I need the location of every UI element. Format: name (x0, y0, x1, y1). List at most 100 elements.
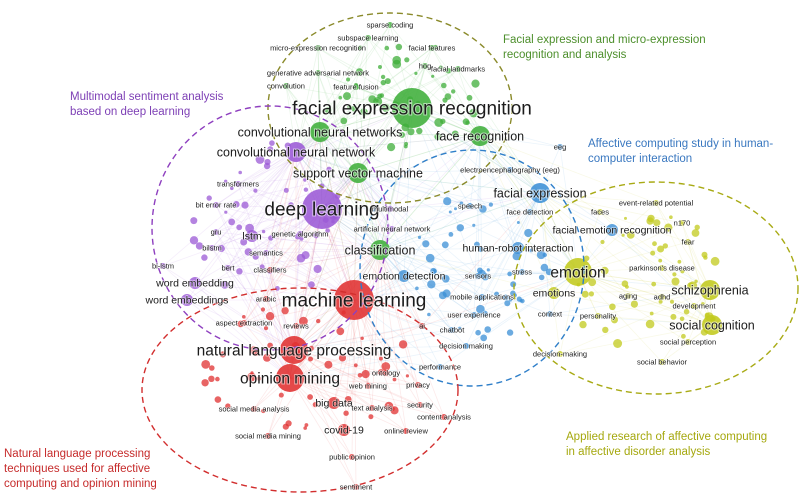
node-word-embeddings[interactable] (181, 294, 193, 306)
term-label-semantics: semantics (249, 249, 283, 258)
node-online-review[interactable] (403, 428, 409, 434)
node-decision-making[interactable] (463, 343, 469, 349)
node-deep-learning[interactable] (302, 189, 342, 229)
node-schizophrenia[interactable] (700, 280, 720, 300)
node-web-mining[interactable] (365, 383, 371, 389)
node-transformers[interactable] (235, 181, 241, 187)
node-speech[interactable] (467, 203, 473, 209)
node-aging[interactable] (625, 293, 631, 299)
node-facial-landmarks[interactable] (455, 66, 461, 72)
node-personality[interactable] (595, 313, 601, 319)
node-mobile-applications[interactable] (479, 294, 485, 300)
node-word-embedding[interactable] (189, 277, 201, 289)
node-security[interactable] (417, 402, 423, 408)
node-electroencephalography-eeg-[interactable] (507, 167, 513, 173)
node-artificial-neural-network[interactable] (389, 226, 395, 232)
link-328 (379, 249, 555, 294)
node-multimodal[interactable] (387, 206, 393, 212)
node-arabic[interactable] (263, 296, 269, 302)
dot-blue-52 (504, 300, 511, 307)
node-facial-emotion-recognition[interactable] (606, 224, 618, 236)
node-hog[interactable] (422, 63, 428, 69)
node-reviews[interactable] (293, 323, 299, 329)
node-covid-19[interactable] (338, 424, 350, 436)
dot-purple-36 (241, 201, 249, 209)
node-natural-language-processing[interactable] (280, 336, 308, 364)
node-sparse-coding[interactable] (387, 22, 393, 28)
node-face-recognition[interactable] (470, 126, 490, 146)
node-eeg[interactable] (557, 144, 563, 150)
link-10 (319, 131, 381, 251)
node-privacy[interactable] (415, 382, 421, 388)
node-bert[interactable] (225, 265, 231, 271)
node-development[interactable] (691, 303, 697, 309)
dot-red-20 (285, 420, 292, 427)
node-genetic-algorithm[interactable] (297, 231, 303, 237)
node-sensors[interactable] (475, 273, 481, 279)
node-facial-expression[interactable] (530, 183, 550, 203)
node-emotions[interactable] (548, 287, 560, 299)
node-gru[interactable] (213, 229, 219, 235)
node-bit-error-rate[interactable] (213, 202, 219, 208)
node-social-media-mining[interactable] (265, 433, 271, 439)
node-chatbot[interactable] (449, 327, 455, 333)
node-text-analysis[interactable] (369, 405, 375, 411)
node-big-data[interactable] (328, 397, 340, 409)
node-decision-making[interactable] (557, 351, 563, 357)
node-subspace-learning[interactable] (365, 35, 371, 41)
node-semantics[interactable] (263, 250, 269, 256)
node-facial-expression-recognition[interactable] (392, 88, 432, 128)
node-context[interactable] (547, 311, 553, 317)
node-convolutional-neural-network[interactable] (286, 142, 306, 162)
node-emotion-detection[interactable] (398, 270, 410, 282)
node-lstm[interactable] (246, 230, 258, 242)
node-opinion-mining[interactable] (276, 364, 304, 392)
node-social-media-analysis[interactable] (251, 406, 257, 412)
node-user-experience[interactable] (471, 312, 477, 318)
node-generative-adversarial-network[interactable] (315, 70, 321, 76)
node-emotion[interactable] (564, 258, 592, 286)
node-social-perception[interactable] (685, 339, 691, 345)
node-performance[interactable] (437, 364, 443, 370)
node-bi-lstm[interactable] (160, 263, 166, 269)
link-127 (215, 204, 355, 301)
dot-blue-14 (508, 298, 513, 302)
node-public-opinion[interactable] (349, 454, 355, 460)
node-convolutional-neural-networks[interactable] (310, 122, 330, 142)
node-stress[interactable] (519, 269, 525, 275)
dot-blue-29 (459, 201, 464, 206)
node-social-cognition[interactable] (702, 315, 722, 335)
node-facial-features[interactable] (429, 45, 435, 51)
dot-purple-51 (233, 201, 240, 208)
node-face-detection[interactable] (527, 209, 533, 215)
node-faces[interactable] (597, 209, 603, 215)
node-machine-learning[interactable] (334, 280, 374, 320)
node-social-behavior[interactable] (659, 359, 665, 365)
node-aspect-extraction[interactable] (241, 320, 247, 326)
node-classifiers[interactable] (267, 267, 273, 273)
node-convolution[interactable] (283, 83, 289, 89)
node-event-related-potential[interactable] (653, 200, 659, 206)
node-ai[interactable] (419, 323, 425, 329)
node-feature-fusion[interactable] (353, 84, 359, 90)
dot-green-7 (469, 108, 479, 118)
node-human-robot-interaction[interactable] (512, 242, 524, 254)
node-fear[interactable] (685, 239, 691, 245)
link-125 (215, 151, 297, 206)
node-classification[interactable] (370, 240, 390, 260)
dot-purple-48 (224, 179, 228, 183)
link-418 (367, 249, 381, 387)
link-116 (237, 172, 359, 185)
node-adhd[interactable] (659, 294, 665, 300)
link-261 (357, 172, 405, 277)
node-support-vector-machine[interactable] (348, 163, 368, 183)
dot-green-10 (378, 65, 382, 69)
node-ontology[interactable] (383, 370, 389, 376)
node-bilstm[interactable] (209, 245, 215, 251)
term-label-generative-adversarial-network: generative adversarial network (267, 69, 369, 78)
node-n170[interactable] (679, 220, 685, 226)
node-content-analysis[interactable] (441, 414, 447, 420)
dot-blue-43 (516, 221, 520, 224)
node-parkinson-s-disease[interactable] (659, 265, 665, 271)
node-micro-expression-recognition[interactable] (315, 45, 321, 51)
